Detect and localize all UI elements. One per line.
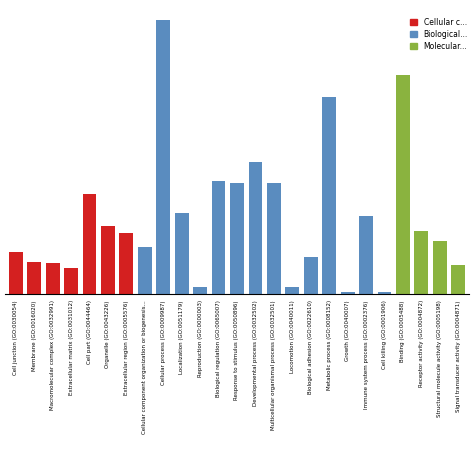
- Bar: [64, 268, 78, 294]
- Bar: [46, 263, 60, 294]
- Bar: [230, 182, 244, 294]
- Legend: Cellular c..., Biological..., Molecular...: Cellular c..., Biological..., Molecular.…: [408, 15, 470, 53]
- Bar: [359, 217, 373, 294]
- Bar: [451, 265, 465, 294]
- Bar: [378, 292, 392, 294]
- Bar: [248, 162, 262, 294]
- Bar: [156, 20, 170, 294]
- Bar: [396, 74, 410, 294]
- Bar: [433, 241, 447, 294]
- Bar: [285, 287, 299, 294]
- Bar: [27, 262, 41, 294]
- Bar: [341, 292, 355, 294]
- Bar: [119, 233, 133, 294]
- Bar: [322, 97, 336, 294]
- Bar: [304, 257, 318, 294]
- Bar: [212, 181, 226, 294]
- Bar: [101, 226, 115, 294]
- Bar: [82, 194, 96, 294]
- Bar: [414, 231, 428, 294]
- Bar: [9, 252, 23, 294]
- Bar: [175, 213, 189, 294]
- Bar: [138, 247, 152, 294]
- Bar: [193, 287, 207, 294]
- Bar: [267, 182, 281, 294]
